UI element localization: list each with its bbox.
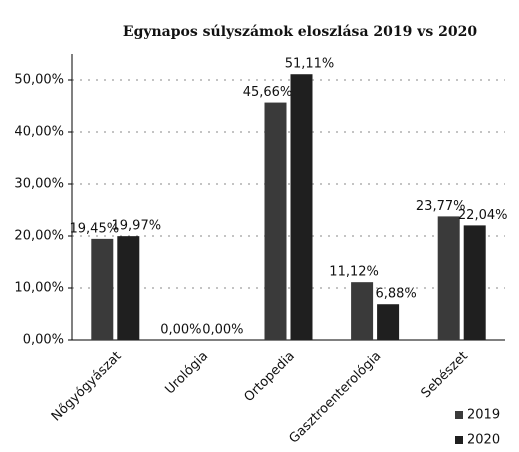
y-tick-label: 20,00% [14,229,64,244]
bar [351,282,374,340]
chart-title: Egynapos súlyszámok eloszlása 2019 vs 20… [123,24,477,40]
bar [91,238,114,340]
bar [290,74,313,340]
x-tick-label: Ortopedia [241,349,297,405]
value-label: 45,66% [243,85,293,100]
bar [463,225,486,340]
value-label: 22,04% [458,208,508,223]
value-label: 23,77% [416,199,466,214]
value-label: 19,45% [70,221,120,236]
x-tick-label: Sebészet [419,349,471,401]
y-tick-label: 30,00% [14,177,64,192]
legend-swatch [455,436,463,444]
value-label: 0,00% [202,323,243,338]
legend-label: 2019 [467,408,500,423]
y-tick-label: 40,00% [14,125,64,140]
value-label: 11,12% [329,265,379,280]
y-tick-label: 0,00% [23,333,64,348]
bar [377,304,400,340]
bar [264,102,287,341]
legend-swatch [455,411,463,419]
value-label: 0,00% [160,323,201,338]
value-label: 19,97% [112,219,162,234]
x-tick-label: Nőgyógyászat [49,349,125,425]
x-tick-label: Urológia [162,349,211,398]
legend-label: 2020 [467,433,500,448]
y-tick-label: 50,00% [14,73,64,88]
bar [117,236,140,340]
y-tick-label: 10,00% [14,281,64,296]
x-tick-label: Gasztroenterológia [286,349,384,447]
value-label: 51,11% [285,57,335,72]
value-label: 6,88% [375,287,416,302]
bar [437,216,460,340]
